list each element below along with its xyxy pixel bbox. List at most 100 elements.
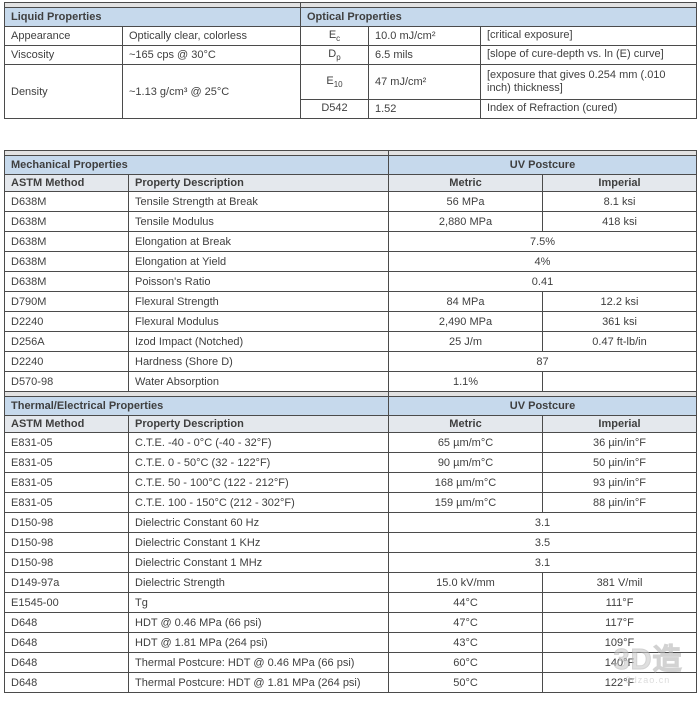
symbol-subscript: c <box>336 34 341 44</box>
imperial-value-cell: 109°F <box>542 632 697 653</box>
metric-value-cell: 15.0 kV/mm <box>388 572 543 593</box>
section-header-row: Thermal/Electrical Properties UV Postcure <box>4 396 697 416</box>
col-header-property-description: Property Description <box>128 415 389 433</box>
astm-method-cell: D638M <box>4 271 129 292</box>
table-row: D2240 Hardness (Shore D) 87 <box>4 351 697 372</box>
astm-method-cell: D638M <box>4 211 129 232</box>
metric-value-cell: 84 MPa <box>388 291 543 312</box>
imperial-value-cell: 0.47 ft-lb/in <box>542 331 697 352</box>
imperial-value-cell <box>542 371 697 392</box>
optical-description: [slope of cure-depth vs. ln (E) curve] <box>479 45 698 65</box>
table-row: D256A Izod Impact (Notched) 25 J/m 0.47 ft-… <box>4 331 697 352</box>
top-section-header-row: Liquid Properties Optical Properties <box>4 7 698 27</box>
table-row: D648 HDT @ 0.46 MPa (66 psi) 47°C 117°F <box>4 612 697 633</box>
astm-method-cell: D256A <box>4 331 129 352</box>
metric-value-cell: 44°C <box>388 592 543 613</box>
table-row: D638M Elongation at Yield 4% <box>4 251 697 272</box>
property-description-cell: Dielectric Constant 60 Hz <box>128 512 389 533</box>
property-description-cell: Hardness (Shore D) <box>128 351 389 372</box>
imperial-value-cell: 111°F <box>542 592 697 613</box>
table-row: D648 HDT @ 1.81 MPa (264 psi) 43°C 109°F <box>4 632 697 653</box>
property-description-cell: C.T.E. 0 - 50°C (32 - 122°F) <box>128 452 389 473</box>
table-row: Appearance Optically clear, colorless Ec… <box>4 26 698 46</box>
imperial-value-cell: 88 µin/in°F <box>542 492 697 513</box>
metric-value-cell: 90 µm/m°C <box>388 452 543 473</box>
property-description-cell: C.T.E. 50 - 100°C (122 - 212°F) <box>128 472 389 493</box>
metric-value-cell: 1.1% <box>388 371 543 392</box>
liquid-property-value: Optically clear, colorless <box>122 26 301 46</box>
metric-value-cell: 159 µm/m°C <box>388 492 543 513</box>
imperial-value-cell: 140°F <box>542 652 697 673</box>
combined-value-cell: 3.1 <box>388 512 697 533</box>
table-row: D150-98 Dielectric Constant 60 Hz 3.1 <box>4 512 697 533</box>
table-row: D150-98 Dielectric Constant 1 KHz 3.5 <box>4 532 697 553</box>
property-description-cell: Flexural Strength <box>128 291 389 312</box>
imperial-value-cell: 8.1 ksi <box>542 191 697 212</box>
optical-symbol: E10 <box>300 64 369 100</box>
symbol-base: D542 <box>321 101 348 114</box>
table-row: D648 Thermal Postcure: HDT @ 0.46 MPa (66… <box>4 652 697 673</box>
property-description-cell: Tensile Modulus <box>128 211 389 232</box>
imperial-value-cell: 117°F <box>542 612 697 633</box>
metric-value-cell: 60°C <box>388 652 543 673</box>
optical-value: 47 mJ/cm² <box>368 64 481 100</box>
optical-symbol: Ec <box>300 26 369 46</box>
table-row: Viscosity ~165 cps @ 30°C Dp 6.5 mils [s… <box>4 45 698 65</box>
astm-method-cell: E831-05 <box>4 452 129 473</box>
table-row: E831-05 C.T.E. 100 - 150°C (212 - 302°F) 1… <box>4 492 697 513</box>
property-description-cell: Water Absorption <box>128 371 389 392</box>
astm-method-cell: D648 <box>4 612 129 633</box>
column-header-row: ASTM Method Property Description Metric Imp… <box>4 174 697 192</box>
table-row: E831-05 C.T.E. 50 - 100°C (122 - 212°F) 16… <box>4 472 697 493</box>
section-title: Mechanical Properties <box>4 155 389 175</box>
column-header-row: ASTM Method Property Description Metric Imp… <box>4 415 697 433</box>
table-row: E1545-00 Tg 44°C 111°F <box>4 592 697 613</box>
astm-method-cell: D150-98 <box>4 532 129 553</box>
liquid-properties-title: Liquid Properties <box>4 7 301 27</box>
liquid-property-name: Appearance <box>4 26 123 46</box>
property-description-cell: Dielectric Strength <box>128 572 389 593</box>
imperial-value-cell: 381 V/mil <box>542 572 697 593</box>
liquid-property-name: Density <box>4 64 123 119</box>
metric-value-cell: 47°C <box>388 612 543 633</box>
table-row: D638M Tensile Modulus 2,880 MPa 418 ksi <box>4 211 697 232</box>
table-row: D638M Elongation at Break 7.5% <box>4 231 697 252</box>
liquid-property-value: ~165 cps @ 30°C <box>122 45 301 65</box>
metric-value-cell: 56 MPa <box>388 191 543 212</box>
col-header-imperial: Imperial <box>542 174 697 192</box>
symbol-subscript: p <box>336 53 341 63</box>
astm-method-cell: E831-05 <box>4 472 129 493</box>
metric-value-cell: 43°C <box>388 632 543 653</box>
table-row: D638M Poisson's Ratio 0.41 <box>4 271 697 292</box>
liquid-property-value: ~1.13 g/cm³ @ 25°C <box>122 64 301 119</box>
table-row: D638M Tensile Strength at Break 56 MPa 8.1 … <box>4 191 697 212</box>
optical-symbol: D542 <box>300 99 369 119</box>
optical-description: Index of Refraction (cured) <box>479 99 698 119</box>
astm-method-cell: E831-05 <box>4 492 129 513</box>
col-header-metric: Metric <box>388 174 543 192</box>
table-row: E831-05 C.T.E. -40 - 0°C (-40 - 32°F) 65 µ… <box>4 432 697 453</box>
metric-value-cell: 168 µm/m°C <box>388 472 543 493</box>
table-row: D790M Flexural Strength 84 MPa 12.2 ksi <box>4 291 697 312</box>
combined-value-cell: 3.5 <box>388 532 697 553</box>
properties-table-body: Mechanical Properties UV Postcure ASTM Met… <box>4 150 697 693</box>
property-description-cell: Tensile Strength at Break <box>128 191 389 212</box>
astm-method-cell: D570-98 <box>4 371 129 392</box>
property-description-cell: Tg <box>128 592 389 613</box>
metric-value-cell: 65 µm/m°C <box>388 432 543 453</box>
imperial-value-cell: 122°F <box>542 672 697 693</box>
table-row: D149-97a Dielectric Strength 15.0 kV/mm 381… <box>4 572 697 593</box>
astm-method-cell: D638M <box>4 231 129 252</box>
metric-value-cell: 50°C <box>388 672 543 693</box>
property-description-cell: C.T.E. 100 - 150°C (212 - 302°F) <box>128 492 389 513</box>
combined-value-cell: 3.1 <box>388 552 697 573</box>
combined-value-cell: 0.41 <box>388 271 697 292</box>
astm-method-cell: D648 <box>4 632 129 653</box>
property-description-cell: Dielectric Constant 1 KHz <box>128 532 389 553</box>
table-row: D2240 Flexural Modulus 2,490 MPa 361 ksi <box>4 311 697 332</box>
liquid-property-name: Viscosity <box>4 45 123 65</box>
imperial-value-cell: 93 µin/in°F <box>542 472 697 493</box>
property-description-cell: HDT @ 0.46 MPa (66 psi) <box>128 612 389 633</box>
properties-table: Mechanical Properties UV Postcure ASTM Met… <box>4 150 697 693</box>
metric-value-cell: 2,880 MPa <box>388 211 543 232</box>
